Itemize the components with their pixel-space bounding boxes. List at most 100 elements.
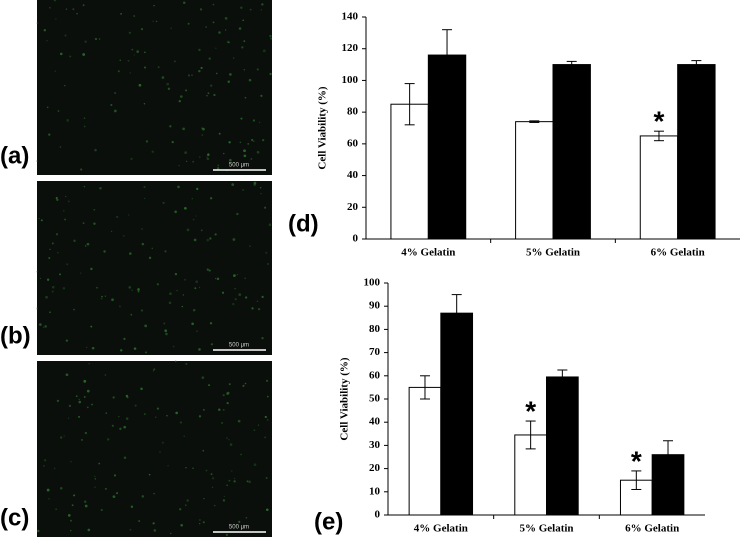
cell-dot: [170, 532, 172, 535]
cell-dot: [116, 492, 119, 495]
cell-dot: [112, 396, 115, 399]
cell-dot: [260, 9, 263, 11]
y-tick-label: 50: [369, 393, 381, 405]
y-tick-label: 60: [369, 369, 381, 381]
cell-dot: [223, 495, 225, 498]
cell-dot: [69, 55, 72, 58]
cell-dot: [136, 50, 140, 53]
cell-dot: [127, 59, 130, 62]
cell-dot: [55, 233, 59, 236]
cell-dot: [56, 399, 60, 402]
cell-dot: [172, 345, 175, 348]
cell-dot: [199, 519, 201, 521]
bar: [546, 376, 579, 516]
cell-dot: [64, 34, 67, 37]
cell-dot: [48, 498, 50, 500]
image-background: [37, 181, 272, 355]
cell-dot: [159, 451, 161, 453]
bar: [552, 64, 591, 240]
cell-dot: [235, 524, 238, 527]
cell-dot: [231, 183, 235, 186]
cell-dot: [55, 196, 58, 199]
cell-dot: [138, 83, 142, 87]
cell-dot: [177, 185, 180, 189]
error-bar: [691, 60, 702, 70]
cell-dot: [51, 242, 54, 245]
cell-dot: [198, 286, 201, 289]
x-tick-label: 5% Gelatin: [519, 523, 573, 535]
cell-dot: [141, 242, 145, 246]
cell-dot: [87, 528, 91, 532]
cell-dot: [253, 181, 257, 185]
cell-dot: [174, 60, 176, 63]
cell-dot: [222, 408, 225, 411]
cell-dot: [179, 508, 182, 511]
cell-dot: [238, 520, 241, 523]
cell-dot: [145, 351, 148, 354]
cell-dot: [261, 295, 264, 299]
bar: [515, 121, 554, 240]
cell-dot: [184, 151, 187, 154]
cell-dot: [49, 248, 51, 251]
cell-dot: [103, 250, 106, 253]
cell-dot: [228, 141, 231, 144]
cell-dot: [208, 384, 211, 387]
y-tick-label: 0: [353, 233, 359, 245]
cell-dot: [166, 414, 168, 417]
cell-dot: [44, 325, 47, 328]
cell-dot: [191, 74, 193, 76]
cell-dot: [129, 252, 132, 255]
cell-dot: [153, 529, 157, 532]
cell-dot: [65, 8, 68, 10]
scale-bar-label: 500 μm: [229, 525, 249, 531]
cell-dot: [152, 370, 155, 372]
cell-dot: [261, 336, 264, 340]
cell-dot: [131, 48, 134, 51]
cell-dot: [233, 57, 235, 59]
cell-dot: [199, 156, 201, 158]
cell-dot: [110, 103, 113, 107]
cell-dot: [83, 500, 87, 503]
cell-dot: [84, 431, 88, 435]
cell-dot: [179, 95, 183, 98]
cell-dot: [169, 292, 172, 296]
cell-dot: [243, 154, 247, 158]
cell-dot: [211, 477, 215, 480]
error-bar: [529, 120, 540, 123]
image-background: [37, 361, 272, 537]
cell-dot: [128, 214, 130, 216]
cell-dot: [130, 505, 134, 508]
cell-dot: [261, 3, 264, 6]
bar: [440, 312, 474, 516]
cell-dot: [162, 201, 165, 204]
cell-dot: [100, 297, 103, 300]
cell-dot: [186, 160, 188, 162]
cell-dot: [164, 250, 167, 253]
cell-dot: [43, 465, 45, 467]
cell-dot: [206, 238, 210, 242]
cell-dot: [258, 121, 261, 124]
cell-dot: [111, 298, 114, 302]
cell-dot: [141, 495, 145, 498]
cell-dot: [140, 387, 143, 391]
cell-dot: [206, 268, 209, 271]
cell-dot: [250, 158, 253, 160]
cell-dot: [192, 218, 195, 221]
scale-bar-label: 500 μm: [229, 163, 249, 169]
cell-dot: [185, 362, 188, 365]
cell-dot: [86, 389, 90, 393]
cell-dot: [152, 522, 155, 525]
cell-dot: [67, 513, 71, 517]
cell-dot: [94, 37, 98, 41]
cell-dot: [243, 68, 246, 71]
cell-dot: [256, 300, 259, 303]
cell-dot: [253, 463, 257, 466]
y-tick-label: 30: [369, 439, 381, 451]
cell-dot: [247, 142, 250, 145]
cell-dot: [216, 167, 220, 170]
cell-dot: [242, 384, 245, 387]
cell-dot: [244, 296, 248, 299]
cell-dot: [229, 73, 232, 76]
cell-dot: [107, 438, 110, 441]
cell-dot: [198, 48, 201, 52]
